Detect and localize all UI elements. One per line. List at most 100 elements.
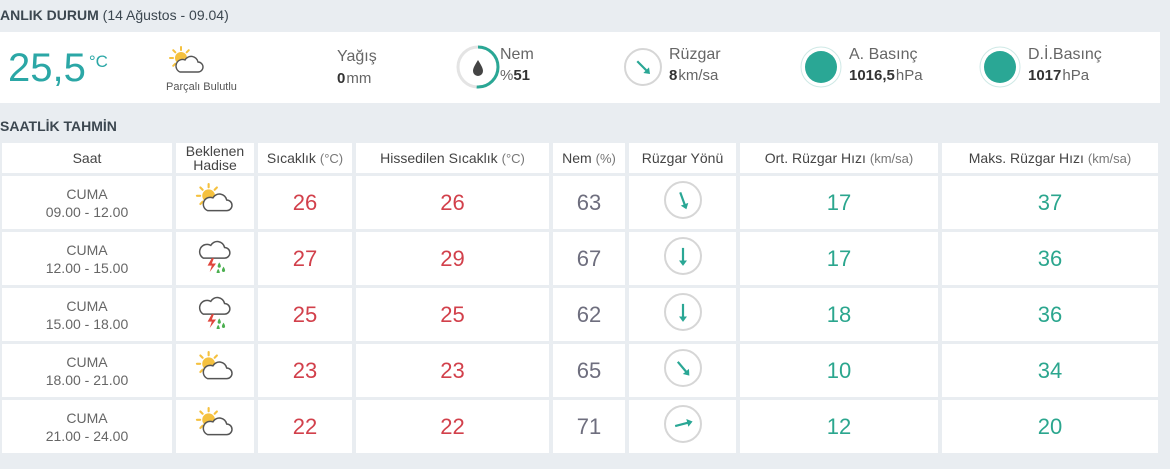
- humidity-label: Nem: [500, 46, 534, 63]
- condition: Parçalı Bulutlu: [166, 81, 237, 93]
- sun-ray: [213, 354, 218, 359]
- day: CUMA: [66, 409, 108, 426]
- header-label: Sıcaklık: [266, 149, 316, 166]
- temperature: 25,5 °C: [8, 46, 108, 91]
- raindrop: [221, 322, 226, 328]
- day: CUMA: [66, 353, 108, 370]
- feels-like: 26: [356, 176, 549, 229]
- sun-ray: [213, 186, 218, 191]
- time: 12.00 - 15.00: [45, 259, 129, 276]
- sea-pressure-label: D.İ.Basınç: [1028, 46, 1102, 63]
- disc: [984, 51, 1016, 83]
- current-panel: 25,5 °C Parçalı Bulutlu Yağış 0mm Nem %51…: [0, 32, 1160, 103]
- precip-label: Yağış: [337, 48, 377, 65]
- sun-ray: [199, 424, 204, 430]
- wind-dir-icon: [663, 181, 702, 219]
- forecast-row: CUMA 15.00 - 18.00 25 25 62 18 36: [2, 288, 1158, 341]
- humidity: 71: [553, 400, 625, 453]
- forecast-row: CUMA 18.00 - 21.00 23 23 65 10 34: [2, 344, 1158, 397]
- sea-pressure-icon: [979, 46, 1021, 88]
- wind-max: 34: [942, 344, 1158, 397]
- sun-ray: [213, 410, 218, 415]
- column-header: Sıcaklık (°C): [258, 143, 352, 173]
- wind-dir-icon: [663, 293, 702, 331]
- weather-icon: [195, 351, 233, 380]
- cloud: [175, 55, 204, 73]
- value: 1016,5: [849, 67, 895, 84]
- sun-ray: [185, 49, 190, 54]
- sun-ray: [199, 200, 204, 206]
- sun-ray: [199, 368, 204, 374]
- sun-ray: [199, 354, 204, 359]
- unit: hPa: [895, 67, 923, 84]
- wind-label: Rüzgar: [669, 46, 721, 63]
- header-unit: (km/sa): [869, 150, 914, 166]
- icon-cell: [176, 400, 254, 453]
- dir-arrow: [678, 303, 687, 322]
- dir-arrow: [674, 418, 693, 428]
- header-label: Hissedilen Sıcaklık: [380, 149, 498, 166]
- wind-dir-cell: [629, 344, 736, 397]
- header-label: Rüzgar Yönü: [641, 150, 724, 166]
- raindrop: [221, 266, 226, 272]
- unit: km/sa: [678, 67, 719, 84]
- icon-cell: [176, 176, 254, 229]
- feels-like: 29: [356, 232, 549, 285]
- wind-avg: 10: [740, 344, 938, 397]
- pressure-label: A. Basınç: [849, 46, 918, 63]
- weather-icon: [198, 296, 231, 331]
- sun-ray: [199, 186, 204, 191]
- column-header: Maks. Rüzgar Hızı (km/sa): [942, 143, 1158, 173]
- humidity: 63: [553, 176, 625, 229]
- dir-arrow: [678, 192, 688, 210]
- wind-dir-cell: [629, 288, 736, 341]
- value: 51: [513, 67, 531, 84]
- sun-ray: [172, 62, 177, 67]
- column-header: Beklenen Hadise: [176, 143, 254, 173]
- forecast-table: Saat Beklenen Hadise Sıcaklık (°C) Hissedile…: [0, 140, 1162, 456]
- table-body: CUMA 09.00 - 12.00 26 26 63 17 37 CUMA 12.00 - 1…: [2, 176, 1158, 453]
- humidity: 67: [553, 232, 625, 285]
- time-cell: CUMA 15.00 - 18.00: [2, 288, 172, 341]
- pressure-value: 1016,5hPa: [849, 67, 923, 84]
- arrow-head: [678, 260, 687, 266]
- arrow-head: [685, 418, 693, 427]
- wind-avg: 12: [740, 400, 938, 453]
- time: 18.00 - 21.00: [45, 371, 129, 388]
- forecast-row: CUMA 21.00 - 24.00 22 22 71 12 20: [2, 400, 1158, 453]
- wind-avg: 17: [740, 232, 938, 285]
- day: CUMA: [66, 297, 108, 314]
- arrow-head: [678, 316, 687, 322]
- header-unit: (km/sa): [1087, 150, 1132, 166]
- column-header: Hissedilen Sıcaklık (°C): [356, 143, 549, 173]
- pressure-icon: [800, 46, 842, 88]
- lightning: [207, 314, 217, 328]
- column-header: Rüzgar Yönü: [629, 143, 736, 173]
- day: CUMA: [66, 241, 108, 258]
- wind-dir-icon: [663, 237, 702, 275]
- temperature-value: 25,5: [8, 46, 86, 90]
- header-label: Nem: [562, 149, 592, 166]
- date: (14 Ağustos - 09.04): [102, 7, 229, 23]
- time: 15.00 - 18.00: [45, 315, 129, 332]
- time-cell: CUMA 12.00 - 15.00: [2, 232, 172, 285]
- value: 1017: [1028, 67, 1062, 84]
- unit: mm: [346, 70, 372, 87]
- humidity: 62: [553, 288, 625, 341]
- humidity-arc: [456, 45, 500, 89]
- temperature: 22: [258, 400, 352, 453]
- value: 0: [337, 70, 346, 87]
- wind-dir-cell: [629, 232, 736, 285]
- wind-dir-cell: [629, 400, 736, 453]
- ring: [979, 46, 1021, 88]
- column-header: Ort. Rüzgar Hızı (km/sa): [740, 143, 938, 173]
- wind-max: 36: [942, 288, 1158, 341]
- day: CUMA: [66, 185, 108, 202]
- temperature: 26: [258, 176, 352, 229]
- header-unit: (%): [595, 150, 616, 166]
- sun-ray: [199, 410, 204, 415]
- cloud: [202, 193, 233, 212]
- feels-like: 25: [356, 288, 549, 341]
